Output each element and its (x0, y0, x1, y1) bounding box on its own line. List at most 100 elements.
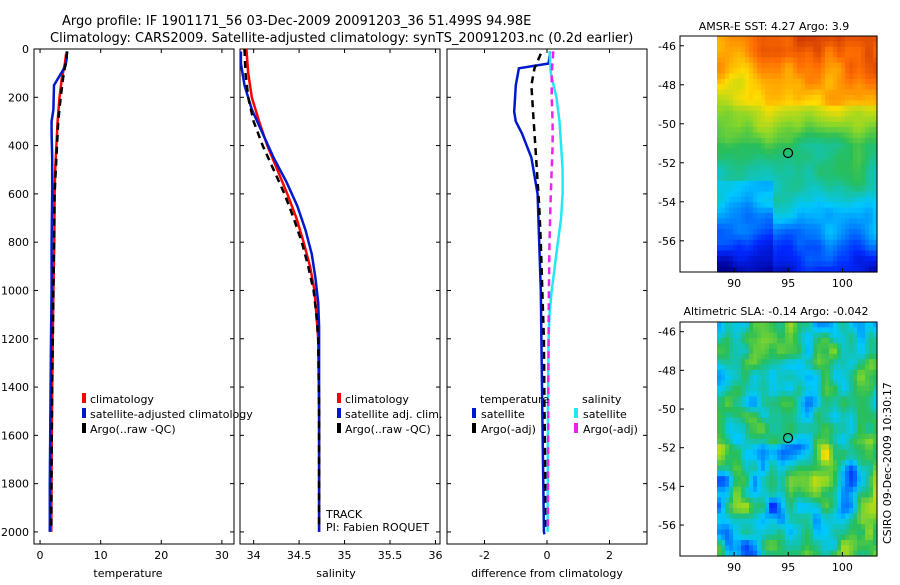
heatmap-cell (821, 359, 826, 366)
heatmap-cell (717, 213, 722, 219)
heatmap-cell (741, 380, 746, 387)
heatmap-cell (749, 529, 754, 536)
heatmap-cell (781, 540, 786, 546)
map-y-tick-label: -52 (658, 157, 676, 170)
heatmap-cell (865, 250, 870, 257)
heatmap-cell (725, 191, 730, 198)
heatmap-cell (797, 159, 802, 166)
heatmap-cell (741, 143, 746, 150)
heatmap-cell (873, 412, 878, 419)
heatmap-cell (737, 127, 742, 134)
heatmap-cell (773, 154, 778, 160)
heatmap-cell (801, 89, 806, 96)
heatmap-cell (837, 470, 842, 477)
heatmap-cell (837, 78, 842, 85)
heatmap-cell (725, 218, 730, 225)
heatmap-cell (737, 132, 742, 139)
heatmap-cell (821, 213, 826, 219)
heatmap-cell (753, 78, 758, 85)
heatmap-cell (825, 261, 830, 268)
heatmap-cell (737, 143, 742, 150)
heatmap-cell (717, 73, 722, 80)
heatmap-cell (865, 433, 870, 440)
heatmap-cell (729, 369, 734, 376)
heatmap-cell (849, 513, 854, 520)
heatmap-cell (745, 364, 750, 371)
legend-swatch-argo (337, 423, 341, 433)
heatmap-cell (829, 524, 834, 531)
heatmap-cell (829, 322, 834, 328)
heatmap-cell (857, 529, 862, 536)
heatmap-cell (845, 52, 850, 59)
heatmap-cell (777, 175, 782, 182)
heatmap-cell (821, 175, 826, 182)
heatmap-cell (845, 359, 850, 366)
heatmap-cell (781, 180, 786, 187)
heatmap-cell (757, 502, 762, 509)
heatmap-cell (809, 412, 814, 419)
heatmap-cell (721, 486, 726, 493)
heatmap-cell (821, 127, 826, 134)
heatmap-cell (769, 111, 774, 118)
heatmap-cell (817, 84, 822, 91)
heatmap-cell (845, 327, 850, 334)
heatmap-cell (761, 550, 766, 557)
heatmap-cell (805, 207, 810, 214)
heatmap-cell (749, 364, 754, 371)
heatmap-cell (813, 207, 818, 214)
heatmap-cell (873, 476, 878, 483)
heatmap-cell (737, 380, 742, 387)
heatmap-cell (857, 41, 862, 48)
heatmap-cell (873, 401, 878, 408)
heatmap-cell (769, 191, 774, 198)
heatmap-cell (761, 401, 766, 408)
heatmap-cell (829, 36, 834, 42)
heatmap-cell (721, 353, 726, 360)
heatmap-cell (793, 68, 798, 75)
heatmap-cell (857, 454, 862, 461)
heatmap-cell (853, 364, 858, 371)
heatmap-cell (721, 449, 726, 456)
heatmap-cell (741, 391, 746, 398)
heatmap-cell (769, 449, 774, 456)
heatmap-cell (845, 401, 850, 408)
heatmap-cell (857, 89, 862, 96)
heatmap-cell (869, 327, 874, 334)
heatmap-cell (761, 380, 766, 387)
heatmap-cell (793, 196, 798, 203)
heatmap-cell (725, 245, 730, 252)
heatmap-cell (809, 401, 814, 408)
heatmap-cell (793, 78, 798, 85)
heatmap-cell (801, 396, 806, 403)
heatmap-cell (849, 250, 854, 257)
heatmap-cell (833, 332, 838, 339)
heatmap-cell (841, 375, 846, 382)
heatmap-cell (837, 180, 842, 187)
heatmap-cell (809, 364, 814, 371)
heatmap-cell (817, 364, 822, 371)
heatmap-cell (857, 100, 862, 107)
heatmap-cell (865, 68, 870, 75)
heatmap-cell (821, 57, 826, 64)
heatmap-cell (833, 196, 838, 203)
heatmap-cell (833, 95, 838, 101)
heatmap-cell (737, 502, 742, 509)
heatmap-cell (809, 218, 814, 225)
heatmap-cell (797, 423, 802, 429)
heatmap-cell (781, 407, 786, 414)
heatmap-cell (785, 497, 790, 504)
argo-location-marker (782, 432, 794, 444)
heatmap-cell (817, 423, 822, 429)
heatmap-cell (729, 100, 734, 107)
heatmap-cell (769, 218, 774, 225)
heatmap-cell (805, 255, 810, 262)
heatmap-cell (825, 322, 830, 328)
heatmap-cell (789, 143, 794, 150)
heatmap-cell (757, 444, 762, 451)
heatmap-cell (761, 332, 766, 339)
heatmap-cell (849, 175, 854, 182)
heatmap-cell (789, 41, 794, 48)
heatmap-cell (789, 348, 794, 355)
heatmap-cell (753, 202, 758, 209)
heatmap-cell (753, 154, 758, 160)
